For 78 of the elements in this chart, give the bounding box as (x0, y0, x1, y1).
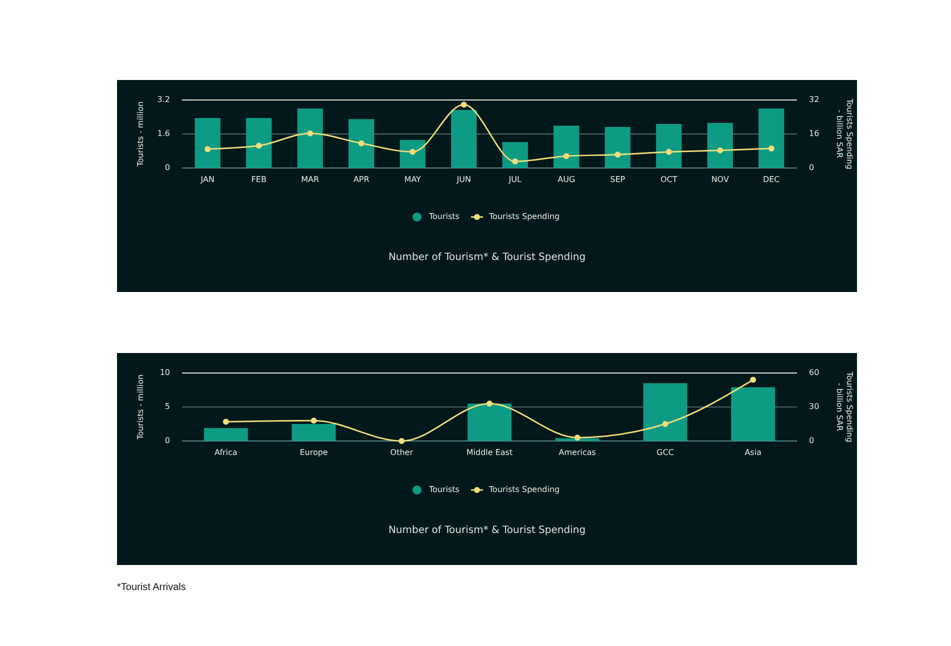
bar (643, 383, 688, 441)
y2-tick-label: 30 (809, 402, 820, 412)
bar (194, 118, 220, 168)
x-tick-label: GCC (656, 448, 674, 457)
bar (468, 404, 512, 441)
bar (400, 140, 426, 168)
point (398, 438, 405, 444)
x-tick-label: Asia (744, 448, 762, 457)
y-axis-title: Tourists - million (136, 374, 145, 441)
bar (348, 119, 374, 168)
point (410, 148, 416, 155)
legend-label: Tourists (428, 212, 460, 222)
bar (604, 126, 630, 168)
legend-label: Tourists Spending (488, 212, 560, 222)
y-axis-title: Tourists - million (136, 101, 145, 168)
point (614, 152, 621, 158)
point (563, 153, 570, 160)
point (717, 147, 724, 154)
y2-axis-title: Tourists Spending - billion SAR (835, 370, 854, 442)
y-tick-label: 1.6 (157, 129, 170, 138)
y2-tick-label: 60 (809, 368, 820, 378)
x-tick-label: MAR (301, 175, 320, 184)
y-tick-label: 10 (160, 368, 170, 378)
bar (758, 108, 784, 168)
x-tick-label: Middle East (466, 448, 513, 457)
x-tick-label: Europe (300, 448, 328, 457)
bar (707, 122, 733, 168)
text: *Tourist Arrivals (117, 582, 186, 593)
point (256, 142, 262, 149)
x-tick-label: AUG (558, 175, 576, 184)
point (310, 418, 317, 424)
x-tick-label: FEB (251, 175, 266, 184)
x-tick-label: DEC (762, 175, 780, 184)
bar (731, 387, 776, 441)
y2-tick-label: 0 (809, 163, 814, 172)
x-tick-label: Africa (214, 448, 238, 457)
bar (204, 428, 248, 441)
point (460, 102, 467, 108)
y2-tick-label: 0 (809, 436, 814, 446)
x-tick-label: SEP (610, 175, 626, 184)
text: Number of Tourism* & Tourist Spending (388, 252, 586, 263)
x-tick-label: JUN (456, 175, 471, 184)
bar (246, 118, 272, 168)
legend-label: Tourists (428, 485, 460, 494)
legend-label: Tourists Spending (488, 485, 560, 494)
x-tick-label: MAY (404, 175, 422, 184)
x-tick-label: NOV (711, 175, 730, 184)
y-tick-label: 3.2 (157, 95, 170, 104)
x-tick-label: JUL (508, 175, 522, 184)
x-tick-label: Other (390, 448, 414, 457)
y2-tick-label: 32 (809, 95, 820, 104)
y-tick-label: 0 (164, 163, 170, 172)
point (574, 434, 580, 441)
point (666, 148, 672, 155)
y2-tick-label: 16 (809, 129, 820, 138)
y2-axis-title: Tourists Spending - billion SAR (835, 98, 854, 170)
point (512, 158, 518, 164)
point (486, 400, 492, 407)
y-tick-label: 5 (164, 402, 170, 412)
point (204, 146, 211, 152)
bar (297, 108, 323, 168)
bar (554, 126, 580, 168)
point (662, 421, 668, 427)
x-tick-label: APR (353, 175, 370, 184)
x-tick-label: Americas (558, 448, 596, 457)
x-tick-label: JAN (200, 175, 214, 184)
bar (292, 424, 336, 441)
x-tick-label: OCT (660, 175, 678, 184)
point (307, 130, 314, 136)
point (222, 418, 229, 425)
point (358, 140, 364, 146)
point (768, 145, 774, 152)
point (750, 376, 756, 383)
bar (502, 142, 528, 168)
bar (451, 110, 477, 168)
y-tick-label: 0 (164, 436, 170, 446)
bar (656, 124, 682, 168)
text: Number of Tourism* & Tourist Spending (388, 525, 586, 536)
